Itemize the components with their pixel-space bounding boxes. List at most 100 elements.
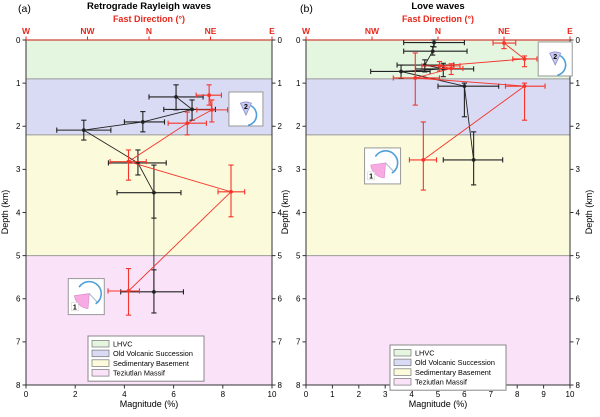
fast_direction-point-group	[217, 164, 246, 218]
direction-wedge-pink	[370, 162, 386, 179]
legend-swatch	[91, 359, 110, 367]
magnitude-marker	[152, 190, 156, 195]
anisotropy-inset-icon-1: 1	[364, 147, 402, 185]
magnitude-tick-label: 2	[73, 390, 78, 399]
panel-a: 0 01 12 23 34 45 56 67 78 80 2 4 6 8 10W NW N NE E21LHVCOl…	[16, 26, 282, 399]
panel-b-title: Love waves	[411, 1, 465, 12]
fast_direction-marker	[522, 57, 527, 61]
depth-tick-label-right: 0	[278, 36, 283, 45]
magnitude-tick-label: 9	[541, 390, 546, 399]
depth-tick-label-left: 5	[296, 251, 301, 260]
magnitude-marker	[190, 107, 194, 112]
fast_direction-marker	[421, 157, 426, 162]
fast_direction-series	[392, 39, 546, 191]
depth-axis-title-left: Depth (km)	[0, 189, 10, 235]
legend-label: Old Volcanic Succession	[113, 349, 193, 358]
fast_direction-point-group	[107, 268, 140, 316]
rose-arc	[557, 54, 567, 76]
fast_direction-point-group	[504, 82, 546, 121]
depth-tick-label-left: 1	[16, 79, 21, 88]
direction-tick-label: E	[269, 26, 275, 36]
direction-tick-label: W	[22, 26, 31, 36]
inset-number-chip	[367, 171, 375, 181]
legend-label: Old Volcanic Succession	[415, 358, 495, 367]
anisotropy-inset-icon-2: 2	[537, 41, 573, 77]
depth-tick-label-right: 2	[576, 122, 581, 131]
rose-arc	[78, 280, 103, 305]
panel-a-top-axis-title: Fast Direction (°)	[112, 14, 186, 24]
layer-band-lhvc	[26, 40, 272, 79]
anisotropy-inset-icon-2: 2	[228, 91, 264, 127]
magnitude-tick-label: 8	[515, 390, 520, 399]
magnitude-marker	[462, 84, 467, 89]
magnitude-marker	[81, 128, 86, 133]
magnitude-tick-label: 2	[357, 390, 362, 399]
depth-tick-label-left: 4	[16, 208, 21, 217]
magnitude-point-group	[123, 111, 166, 133]
depth-tick-label-left: 0	[296, 36, 301, 45]
rose-spoke	[88, 293, 99, 304]
depth-tick-label-left: 2	[16, 122, 21, 131]
magnitude-marker	[399, 69, 403, 74]
panel-a-letter: (a)	[18, 3, 31, 15]
panel-b-top-axis-title: Fast Direction (°)	[401, 14, 475, 24]
magnitude-tick-label: 7	[489, 390, 494, 399]
fast_direction-marker	[207, 93, 212, 98]
direction-wedge-violet	[239, 101, 252, 116]
magnitude-tick-label: 0	[24, 390, 29, 399]
magnitude-marker	[430, 49, 435, 54]
fast_direction-point-group	[195, 84, 222, 106]
magnitude-marker	[174, 95, 178, 99]
fast_direction-marker	[413, 76, 418, 80]
magnitude-tick-label: 4	[409, 390, 414, 399]
magnitude-tick-label: 6	[171, 390, 176, 399]
rose-arc	[374, 150, 399, 174]
panel-a-title: Retrograde Rayleigh waves	[86, 1, 212, 12]
depth-tick-label-right: 4	[576, 208, 581, 217]
panel-a-bottom-axis-title: Magnitude (%)	[119, 399, 179, 409]
fast_direction-marker	[126, 159, 131, 164]
magnitude-tick-label: 3	[383, 390, 388, 399]
fast_direction-point-group	[438, 63, 464, 76]
depth-tick-label-left: 6	[296, 295, 301, 304]
depth-tick-label-right: 3	[576, 165, 581, 174]
depth-tick-label-left: 7	[296, 338, 301, 347]
panel-b: 0 01 12 23 34 45 56 67 78 80 1 2 3 4 5 6 7 8 9 10W NW N NE E21L…	[296, 26, 580, 399]
depth-tick-label-left: 5	[16, 251, 21, 260]
fast_direction-point-group	[196, 99, 229, 123]
direction-tick-label: W	[302, 26, 311, 36]
depth-tick-label-left: 7	[16, 338, 21, 347]
depth-axis-title-right: Depth (km)	[584, 189, 594, 235]
depth-tick-label-right: 7	[576, 338, 581, 347]
legend-label: Teziutlan Massif	[415, 378, 468, 387]
direction-tick-label: NW	[80, 26, 95, 36]
fast_direction-marker	[449, 66, 454, 71]
magnitude-tick-label: 5	[436, 390, 441, 399]
fast_direction-point-group	[512, 55, 538, 68]
legend-label: Sedimentary Basement	[415, 368, 491, 377]
magnitude-point-group	[120, 269, 184, 314]
depth-tick-label-left: 4	[296, 208, 301, 217]
magnitude-marker	[140, 120, 145, 124]
magnitude-point-group	[437, 82, 500, 118]
legend-label: Teziutlan Massif	[113, 369, 166, 378]
legend-swatch	[393, 349, 412, 357]
depth-tick-label-left: 3	[296, 165, 301, 174]
fast_direction-series	[107, 84, 246, 316]
legend-swatch	[393, 358, 412, 367]
magnitude-point-group	[116, 164, 182, 219]
magnitude-marker	[152, 289, 156, 294]
depth-tick-label-left: 8	[296, 381, 301, 390]
magnitude-tick-label: 6	[462, 390, 467, 399]
direction-tick-label: NE	[498, 26, 510, 36]
legend-swatch	[91, 340, 110, 348]
legend-swatch	[393, 378, 412, 386]
magnitude-tick-label: 1	[330, 390, 335, 399]
depth-tick-label-right: 3	[278, 165, 283, 174]
magnitude-tick-label: 10	[566, 390, 575, 399]
depth-axis-title-middle: Depth (km)	[280, 189, 290, 235]
fast_direction-marker	[185, 121, 190, 126]
depth-tick-label-left: 6	[16, 295, 21, 304]
